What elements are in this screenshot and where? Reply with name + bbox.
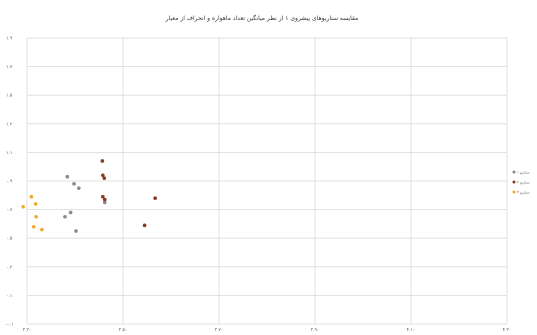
y-tick-label: -۰.۱ bbox=[6, 323, 14, 328]
x-tick-label: ۳.۵۰ bbox=[119, 327, 128, 333]
grid-lines bbox=[26, 37, 508, 325]
data-point-series-2 bbox=[100, 159, 105, 163]
legend-marker bbox=[512, 190, 516, 194]
data-point-series-3 bbox=[40, 227, 44, 232]
data-point-series-1 bbox=[65, 174, 70, 179]
data-point-series-1 bbox=[77, 186, 81, 190]
y-axis-labels: ۱.۹ ۱.۷ ۱.۵ ۱.۳ ۱.۱ ۰.۹ ۰.۷ ۰.۵ ۰.۳ ۰.۱ -۰.۱ bbox=[6, 37, 14, 328]
data-point-series-2 bbox=[102, 197, 107, 202]
x-tick-label: ۳.۳۰ bbox=[23, 327, 32, 333]
legend-label: سناریو ۲ bbox=[517, 180, 530, 184]
y-tick-label: ۱.۳ bbox=[6, 121, 13, 127]
legend-marker bbox=[512, 180, 516, 184]
chart-title: مقایسه سناریوهای پیشروی ۱ از نظر میانگین… bbox=[165, 14, 358, 22]
y-tick-label: ۱.۵ bbox=[6, 94, 13, 99]
data-point-series-1 bbox=[74, 229, 78, 233]
data-point-series-3 bbox=[33, 202, 38, 206]
data-point-series-3 bbox=[34, 214, 38, 219]
data-point-series-1 bbox=[63, 214, 67, 219]
data-point-series-3 bbox=[21, 204, 25, 209]
legend-label: سناریو ۳ bbox=[517, 190, 530, 194]
legend: سناریو ۱ سناریو ۲ سناریو ۳ bbox=[512, 170, 530, 194]
data-point-series-1 bbox=[68, 210, 73, 215]
data-points bbox=[21, 159, 157, 233]
x-tick-label: ۳.۹۰ bbox=[311, 327, 320, 333]
data-point-series-3 bbox=[31, 224, 36, 229]
data-point-series-3 bbox=[29, 194, 34, 199]
y-tick-label: ۰.۹ bbox=[6, 180, 13, 185]
y-tick-label: ۰.۵ bbox=[6, 237, 13, 242]
x-tick-label: ۴.۳۰ bbox=[503, 327, 512, 333]
data-point-series-2 bbox=[101, 194, 105, 199]
y-tick-label: ۰.۱ bbox=[6, 294, 12, 299]
data-point-series-1 bbox=[102, 200, 107, 205]
y-tick-label: ۰.۷ bbox=[6, 208, 13, 213]
data-point-series-2 bbox=[142, 223, 147, 228]
y-tick-label: ۰.۳ bbox=[6, 264, 13, 270]
legend-marker bbox=[512, 170, 516, 174]
data-point-series-1 bbox=[72, 182, 76, 186]
legend-label: سناریو ۱ bbox=[517, 170, 530, 174]
x-tick-label: ۴.۱۰ bbox=[407, 328, 416, 333]
x-axis-labels: ۳.۳۰ ۳.۵۰ ۳.۷۰ ۳.۹۰ ۴.۱۰ ۴.۳۰ bbox=[23, 327, 512, 333]
y-tick-label: ۱.۱ bbox=[6, 151, 12, 156]
x-tick-label: ۳.۷۰ bbox=[215, 327, 224, 333]
y-tick-label: ۱.۹ bbox=[6, 37, 13, 42]
data-point-series-2 bbox=[101, 173, 105, 178]
data-point-series-2 bbox=[102, 176, 107, 180]
data-point-series-2 bbox=[153, 196, 157, 200]
y-tick-label: ۱.۷ bbox=[6, 65, 13, 70]
